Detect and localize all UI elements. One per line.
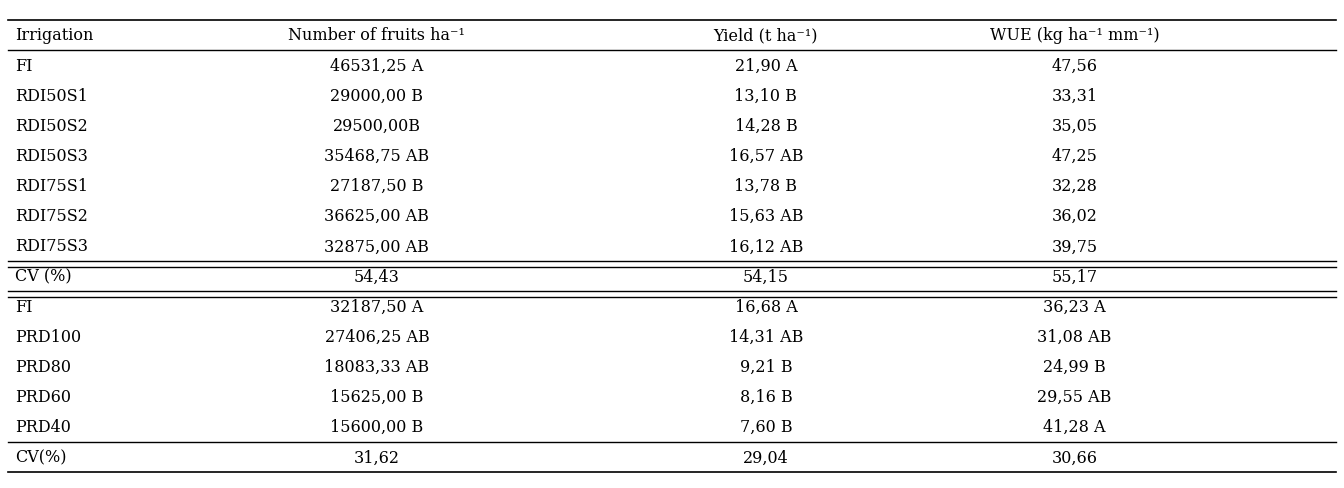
Text: 16,57 AB: 16,57 AB — [728, 148, 804, 164]
Text: 16,12 AB: 16,12 AB — [728, 238, 804, 255]
Text: RDI75S3: RDI75S3 — [15, 238, 87, 255]
Text: 14,31 AB: 14,31 AB — [728, 328, 804, 345]
Text: 32,28: 32,28 — [1051, 178, 1097, 195]
Text: 33,31: 33,31 — [1051, 87, 1098, 104]
Text: 16,68 A: 16,68 A — [735, 298, 797, 315]
Text: 15600,00 B: 15600,00 B — [331, 418, 423, 435]
Text: PRD40: PRD40 — [15, 418, 71, 435]
Text: 29,04: 29,04 — [743, 448, 789, 466]
Text: 54,43: 54,43 — [353, 268, 401, 285]
Text: 36,23 A: 36,23 A — [1043, 298, 1106, 315]
Text: PRD100: PRD100 — [15, 328, 81, 345]
Text: RDI50S2: RDI50S2 — [15, 118, 87, 135]
Text: 21,90 A: 21,90 A — [735, 58, 797, 74]
Text: 8,16 B: 8,16 B — [739, 388, 792, 406]
Text: CV(%): CV(%) — [15, 448, 66, 466]
Text: 14,28 B: 14,28 B — [735, 118, 797, 135]
Text: 36625,00 AB: 36625,00 AB — [324, 208, 429, 225]
Text: RDI75S1: RDI75S1 — [15, 178, 87, 195]
Text: 31,62: 31,62 — [353, 448, 401, 466]
Text: Irrigation: Irrigation — [15, 27, 93, 44]
Text: 41,28 A: 41,28 A — [1043, 418, 1106, 435]
Text: 31,08 AB: 31,08 AB — [1038, 328, 1111, 345]
Text: 30,66: 30,66 — [1051, 448, 1097, 466]
Text: PRD80: PRD80 — [15, 358, 71, 375]
Text: RDI50S3: RDI50S3 — [15, 148, 87, 164]
Text: 13,10 B: 13,10 B — [734, 87, 797, 104]
Text: 29,55 AB: 29,55 AB — [1038, 388, 1111, 406]
Text: 29500,00B: 29500,00B — [333, 118, 421, 135]
Text: 15,63 AB: 15,63 AB — [728, 208, 804, 225]
Text: 7,60 B: 7,60 B — [739, 418, 792, 435]
Text: 13,78 B: 13,78 B — [734, 178, 797, 195]
Text: 35468,75 AB: 35468,75 AB — [324, 148, 430, 164]
Text: 55,17: 55,17 — [1051, 268, 1098, 285]
Text: 15625,00 B: 15625,00 B — [331, 388, 423, 406]
Text: 39,75: 39,75 — [1051, 238, 1098, 255]
Text: 32875,00 AB: 32875,00 AB — [324, 238, 429, 255]
Text: 18083,33 AB: 18083,33 AB — [324, 358, 430, 375]
Text: Number of fruits ha⁻¹: Number of fruits ha⁻¹ — [289, 27, 465, 44]
Text: 47,25: 47,25 — [1051, 148, 1097, 164]
Text: 32187,50 A: 32187,50 A — [331, 298, 423, 315]
Text: 36,02: 36,02 — [1051, 208, 1097, 225]
Text: CV (%): CV (%) — [15, 268, 71, 285]
Text: 29000,00 B: 29000,00 B — [331, 87, 423, 104]
Text: RDI75S2: RDI75S2 — [15, 208, 87, 225]
Text: 35,05: 35,05 — [1051, 118, 1097, 135]
Text: Yield (t ha⁻¹): Yield (t ha⁻¹) — [714, 27, 818, 44]
Text: FI: FI — [15, 58, 32, 74]
Text: 54,15: 54,15 — [743, 268, 789, 285]
Text: 27187,50 B: 27187,50 B — [331, 178, 423, 195]
Text: 47,56: 47,56 — [1051, 58, 1097, 74]
Text: PRD60: PRD60 — [15, 388, 71, 406]
Text: 27406,25 AB: 27406,25 AB — [324, 328, 429, 345]
Text: WUE (kg ha⁻¹ mm⁻¹): WUE (kg ha⁻¹ mm⁻¹) — [989, 27, 1159, 44]
Text: FI: FI — [15, 298, 32, 315]
Text: 9,21 B: 9,21 B — [739, 358, 792, 375]
Text: RDI50S1: RDI50S1 — [15, 87, 87, 104]
Text: 46531,25 A: 46531,25 A — [331, 58, 423, 74]
Text: 24,99 B: 24,99 B — [1043, 358, 1106, 375]
